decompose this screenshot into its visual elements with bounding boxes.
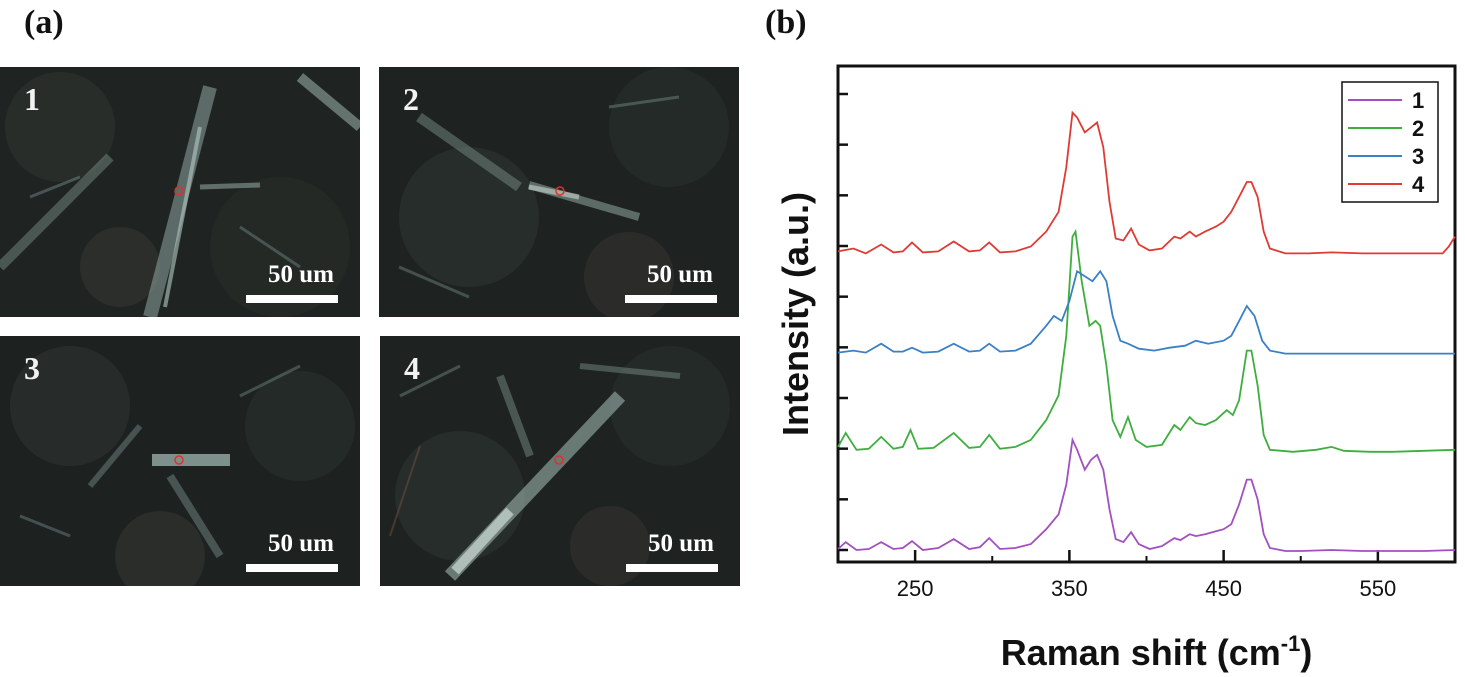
series-line-2 [837,228,1456,453]
micrograph-4-scale-bar [626,564,718,572]
x-axis-label-main: Raman shift (cm [1001,632,1281,673]
micrograph-1-texture [0,67,360,317]
micrograph-2-scale-text: 50 um [647,261,713,288]
panel-b-label: (b) [765,4,807,41]
micrograph-2: 2 50 um [379,67,739,317]
micrograph-4-number: 4 [404,350,420,386]
x-tick-label: 250 [897,576,934,601]
series-line-4 [837,110,1456,255]
micrograph-2-texture [379,67,739,317]
micrograph-4-scale-text: 50 um [648,530,714,557]
legend-box [1341,81,1439,203]
x-tick-label: 550 [1360,576,1397,601]
micrograph-1: 1 50 um [0,67,360,317]
x-tick-label: 350 [1051,576,1088,601]
micrograph-2-number: 2 [403,81,419,117]
legend-label-1: 1 [1412,88,1424,113]
micrograph-4-texture [380,336,740,586]
series-line-1 [837,436,1456,552]
micrograph-3-scale-text: 50 um [268,530,334,557]
raman-chart: 250 350 450 550 1 2 3 4 Intensity (a.u.) Raman … [775,64,1457,673]
series-line-3 [837,269,1455,355]
legend-label-3: 3 [1412,144,1424,169]
micrograph-3-texture [0,336,360,586]
legend-label-4: 4 [1412,172,1425,197]
micrograph-2-scale-bar [625,295,717,303]
y-axis-label: Intensity (a.u.) [775,192,816,436]
micrograph-3-number: 3 [24,350,40,386]
panel-a-label: (a) [24,4,64,41]
micrograph-3: 3 50 um [0,336,360,586]
micrograph-1-scale-bar [246,295,338,303]
x-axis-label: Raman shift (cm-1) [1001,631,1313,673]
x-axis-label-end: ) [1300,632,1312,673]
plot-area: 250 350 450 550 1 2 3 4 [836,64,1457,601]
micrograph-1-scale-text: 50 um [268,261,334,288]
x-tick-label: 450 [1205,576,1242,601]
legend-label-2: 2 [1412,116,1424,141]
micrograph-1-number: 1 [24,81,40,117]
micrograph-4: 4 50 um [380,336,740,586]
micrograph-3-scale-bar [246,564,338,572]
x-axis-label-superscript: -1 [1281,631,1301,656]
